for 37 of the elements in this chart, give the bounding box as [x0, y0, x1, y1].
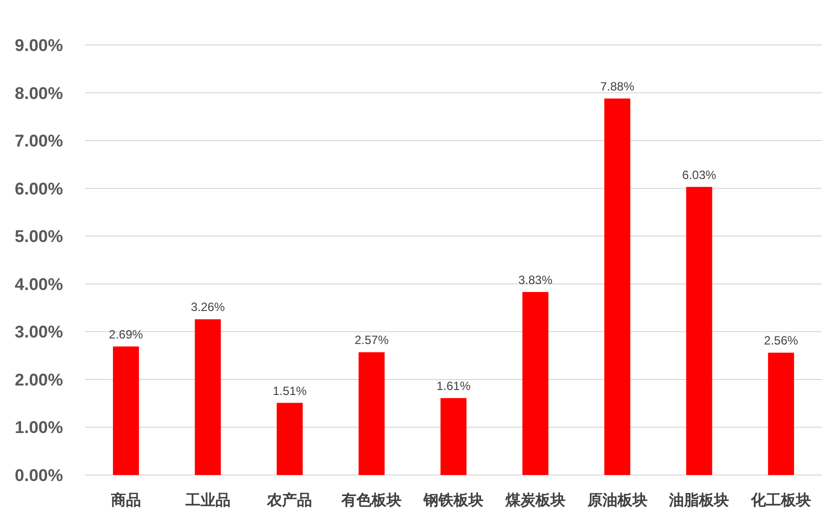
bar — [768, 352, 794, 475]
data-label: 3.83% — [518, 273, 553, 288]
y-tick-label: 2.00% — [14, 370, 63, 390]
y-tick-label: 7.00% — [14, 132, 63, 151]
x-tick-label: 工业品 — [184, 492, 230, 509]
x-tick-label: 有色板块 — [340, 492, 402, 509]
data-label: 3.26% — [190, 300, 226, 314]
y-tick-label: 3.00% — [14, 322, 63, 342]
data-label: 2.57% — [354, 333, 389, 348]
bar — [522, 292, 548, 475]
x-tick-label: 油脂板块 — [668, 492, 730, 509]
x-tick-label: 钢铁板块 — [422, 492, 484, 509]
y-tick-label: 8.00% — [14, 84, 63, 103]
y-tick-label: 5.00% — [14, 227, 63, 246]
bar — [440, 398, 466, 475]
data-label: 1.61% — [436, 379, 471, 394]
y-tick-label: 0.00% — [14, 466, 63, 485]
data-label: 2.69% — [108, 327, 144, 342]
y-tick-label: 6.00% — [14, 179, 63, 198]
y-tick-label: 1.00% — [14, 418, 63, 438]
data-label: 6.03% — [682, 168, 717, 182]
y-tick-label: 4.00% — [14, 274, 63, 294]
bar — [604, 98, 630, 475]
x-tick-label: 原油板块 — [586, 492, 648, 509]
x-tick-label: 商品 — [110, 491, 141, 509]
bar — [112, 346, 139, 475]
x-tick-label: 煤炭板块 — [504, 492, 566, 509]
data-label: 2.56% — [764, 334, 798, 348]
bar — [194, 319, 221, 475]
data-label: 1.51% — [272, 384, 308, 398]
bar — [686, 186, 712, 475]
x-tick-label: 化工板块 — [750, 492, 812, 509]
x-tick-label: 农产品 — [266, 492, 312, 509]
bar — [358, 352, 385, 475]
bar — [276, 402, 303, 475]
y-tick-label: 9.00% — [14, 36, 63, 55]
data-label: 7.88% — [600, 80, 635, 94]
